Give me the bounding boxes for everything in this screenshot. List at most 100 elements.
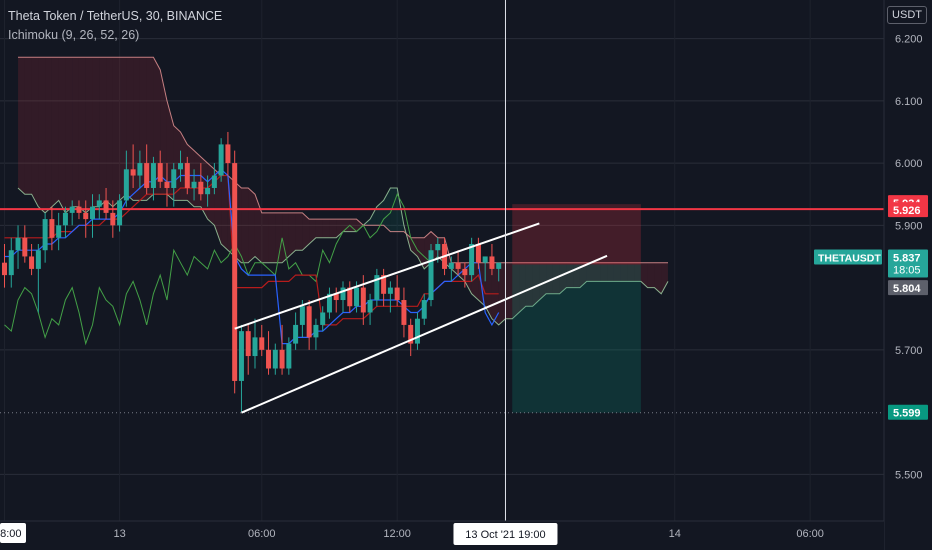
price-label-target: 5.599 [888, 404, 928, 420]
candle [90, 194, 96, 238]
candle-body [184, 163, 190, 188]
cloud-segment [532, 262, 540, 307]
cloud-segment [254, 194, 262, 263]
candle [367, 293, 373, 325]
candle-body [320, 312, 326, 325]
cloud-segment [261, 212, 269, 263]
candle-body [69, 206, 75, 213]
candle [428, 244, 434, 307]
candle-body [259, 337, 265, 350]
candle [313, 318, 319, 350]
cloud-segment [153, 57, 161, 195]
candle-body [455, 262, 461, 269]
candle-body [103, 200, 109, 213]
candle [245, 324, 251, 375]
cloud-segment [112, 57, 120, 207]
cloud-segment [654, 262, 662, 294]
candle-body [49, 219, 55, 238]
cloud-segment [356, 219, 364, 232]
candle [394, 275, 400, 307]
candle [123, 150, 129, 207]
price-label-crosshair: 5.804 [888, 280, 928, 296]
cloud-segment [31, 57, 39, 207]
candle [238, 324, 244, 413]
candle [401, 287, 407, 338]
cloud-segment [309, 219, 316, 245]
candle [103, 187, 109, 220]
cloud-segment [126, 57, 134, 201]
candle-body [469, 244, 475, 276]
chikou-span-line [4, 192, 432, 346]
candle [8, 237, 14, 288]
candle [475, 237, 481, 269]
candle-body [35, 250, 41, 269]
cloud-segment [106, 57, 113, 207]
candle-body [245, 331, 251, 357]
kijun-sen-line [4, 174, 499, 326]
cloud-segment [248, 187, 255, 263]
candle [469, 237, 475, 282]
cloud-segment [65, 57, 73, 213]
candle-body [401, 300, 407, 325]
candle-body [123, 169, 129, 201]
candle [184, 156, 190, 195]
candle [144, 144, 150, 195]
cloud-segment [607, 262, 614, 282]
candle-body [90, 206, 96, 220]
cloud-segment [627, 262, 635, 282]
candle-body [252, 337, 258, 357]
candle [293, 312, 299, 350]
price-label-resistance: 5.926 [888, 202, 928, 218]
cloud-segment [92, 57, 100, 207]
candle-body [76, 206, 82, 213]
cloud-segment [282, 212, 289, 263]
cloud-segment [349, 219, 357, 232]
candle [2, 244, 7, 288]
cloud-segment [620, 262, 628, 282]
indicator-legend[interactable]: Ichimoku (9, 26, 52, 26) [8, 28, 140, 42]
candle-body [299, 306, 305, 325]
cloud-segment [268, 212, 276, 263]
candle [374, 268, 380, 307]
cloud-segment [241, 187, 249, 263]
candle [49, 206, 55, 251]
candle [232, 150, 238, 394]
candle [340, 281, 346, 313]
candle [164, 163, 170, 207]
candle-body [150, 163, 156, 188]
candle [96, 194, 102, 220]
wedge-upper-line [234, 222, 540, 330]
candle-body [333, 293, 339, 301]
wedge-lower-line [241, 254, 608, 414]
cloud-segment [485, 262, 492, 319]
candle-body [475, 244, 481, 263]
cloud-segment [45, 57, 52, 213]
currency-button[interactable]: USDT [887, 6, 927, 24]
cloud-segment [302, 212, 310, 251]
candle-body [198, 181, 204, 195]
x-tick-label: 18:00 [0, 528, 22, 540]
candle-body [448, 262, 454, 269]
cloud-segment [634, 262, 641, 282]
cloud-segment [519, 262, 526, 313]
cloud-segment [38, 57, 46, 213]
candle-body [2, 262, 7, 276]
candle-body [367, 300, 373, 313]
candle-body [211, 175, 217, 188]
candle [408, 318, 414, 357]
cloud-segment [525, 262, 533, 307]
candle-body [205, 187, 211, 195]
candle-body [435, 244, 441, 251]
candle-body [462, 268, 468, 276]
cloud-segment [376, 200, 384, 226]
senkou-span-b [18, 56, 668, 264]
cloud-segment [647, 262, 655, 288]
cloud-segment [539, 262, 547, 301]
candle [35, 244, 41, 313]
candle-body [56, 225, 62, 238]
cloud-segment [586, 262, 594, 282]
cloud-segment [640, 262, 648, 288]
candle [455, 250, 461, 276]
